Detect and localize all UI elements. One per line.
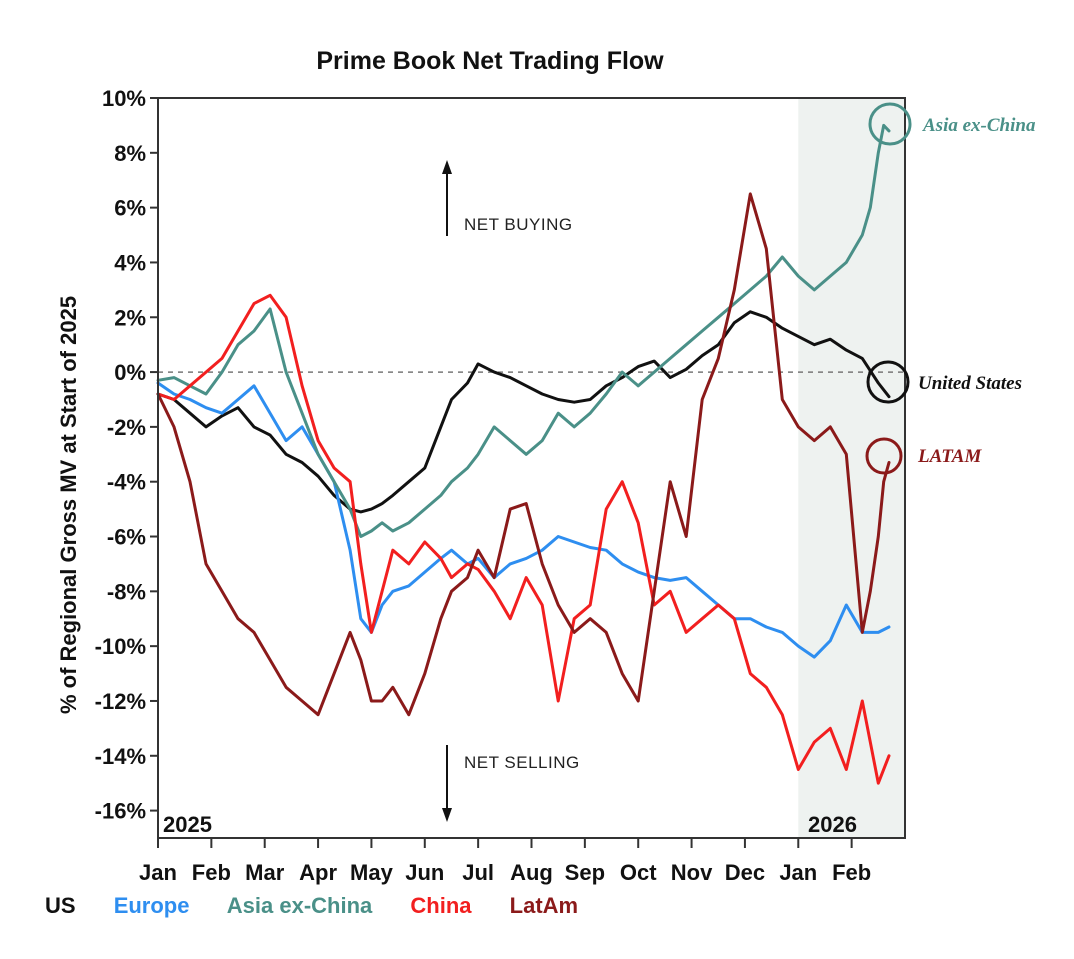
latam-end-circle <box>865 437 903 475</box>
x-tick-label: Jun <box>405 860 444 885</box>
y-tick-label: -12% <box>95 689 146 714</box>
x-tick-label: Sep <box>565 860 605 885</box>
series-line-asia-ex-china <box>156 123 891 538</box>
y-tick-label: 6% <box>114 196 146 221</box>
y-tick-label: -4% <box>107 470 146 495</box>
net-buying-annotation: NET BUYING <box>442 160 573 236</box>
year-label-2026: 2026 <box>808 812 857 837</box>
legend-item-us: US <box>45 893 76 918</box>
x-tick-label: Apr <box>299 860 337 885</box>
year-label-2025: 2025 <box>163 812 212 837</box>
y-tick-label: -14% <box>95 744 146 769</box>
x-tick-label: Jan <box>139 860 177 885</box>
x-tick-label: Jul <box>462 860 494 885</box>
y-tick-label: -16% <box>95 799 146 824</box>
legend: US Europe Asia ex-China China LatAm <box>45 893 610 919</box>
y-axis-label: % of Regional Gross MV at Start of 2025 <box>56 296 81 714</box>
y-tick-label: -2% <box>107 415 146 440</box>
y-tick-label: 8% <box>114 141 146 166</box>
x-tick-label: Oct <box>620 860 657 885</box>
y-axis-ticks: 10% 8% 6% 4% 2% 0% -2% -4% -6% -8% -10% -12% -14% -16… <box>95 86 158 824</box>
y-tick-label: 10% <box>102 86 146 111</box>
x-axis-ticks: Jan Feb Mar Apr May Jun Jul Aug Sep Oct Nov Dec Jan F… <box>139 838 871 885</box>
y-tick-label: -8% <box>107 579 146 604</box>
x-tick-label: Aug <box>510 860 553 885</box>
asia-end-label: Asia ex-China <box>922 115 1036 136</box>
legend-item-asia-ex-china: Asia ex-China <box>226 893 373 918</box>
x-tick-label: Feb <box>192 860 231 885</box>
end-annotations: Asia ex-China United States LATAM <box>865 102 1036 475</box>
x-tick-label: May <box>350 860 394 885</box>
us-end-circle <box>866 360 910 404</box>
legend-item-latam: LatAm <box>509 893 579 918</box>
series-line-china <box>156 293 891 785</box>
latam-end-label: LATAM <box>917 446 982 467</box>
x-tick-label: Jan <box>779 860 817 885</box>
y-tick-label: 0% <box>114 360 146 385</box>
y-tick-label: 4% <box>114 250 146 275</box>
series-line-us <box>156 310 891 514</box>
plot-frame <box>157 97 906 839</box>
legend-item-europe: Europe <box>113 893 190 918</box>
x-tick-label: Mar <box>245 860 285 885</box>
us-end-label: United States <box>918 373 1022 394</box>
series-lines <box>156 123 891 785</box>
y-tick-label: -10% <box>95 634 146 659</box>
x-tick-label: Dec <box>725 860 765 885</box>
series-line-europe <box>156 381 891 659</box>
net-buying-label: NET BUYING <box>464 215 573 234</box>
x-tick-label: Nov <box>671 860 713 885</box>
y-tick-label: -6% <box>107 525 146 550</box>
series-line-latam <box>156 192 891 717</box>
chart-title: Prime Book Net Trading Flow <box>316 47 664 75</box>
x-tick-label: Feb <box>832 860 871 885</box>
asia-end-circle <box>868 102 912 146</box>
legend-item-china: China <box>410 893 472 918</box>
y-tick-label: 2% <box>114 305 146 330</box>
net-selling-label: NET SELLING <box>464 753 580 772</box>
net-selling-annotation: NET SELLING <box>442 745 580 822</box>
